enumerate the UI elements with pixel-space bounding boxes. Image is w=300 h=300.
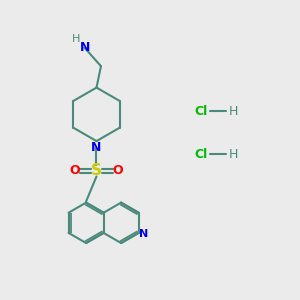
Text: S: S — [91, 163, 102, 178]
Text: H: H — [229, 105, 239, 118]
Text: N: N — [91, 141, 102, 154]
Text: H: H — [229, 148, 239, 161]
Text: Cl: Cl — [194, 105, 207, 118]
Text: H: H — [72, 34, 80, 44]
Text: N: N — [80, 41, 90, 54]
Text: Cl: Cl — [194, 148, 207, 161]
Text: O: O — [70, 164, 80, 177]
Text: O: O — [112, 164, 123, 177]
Text: N: N — [139, 230, 148, 239]
